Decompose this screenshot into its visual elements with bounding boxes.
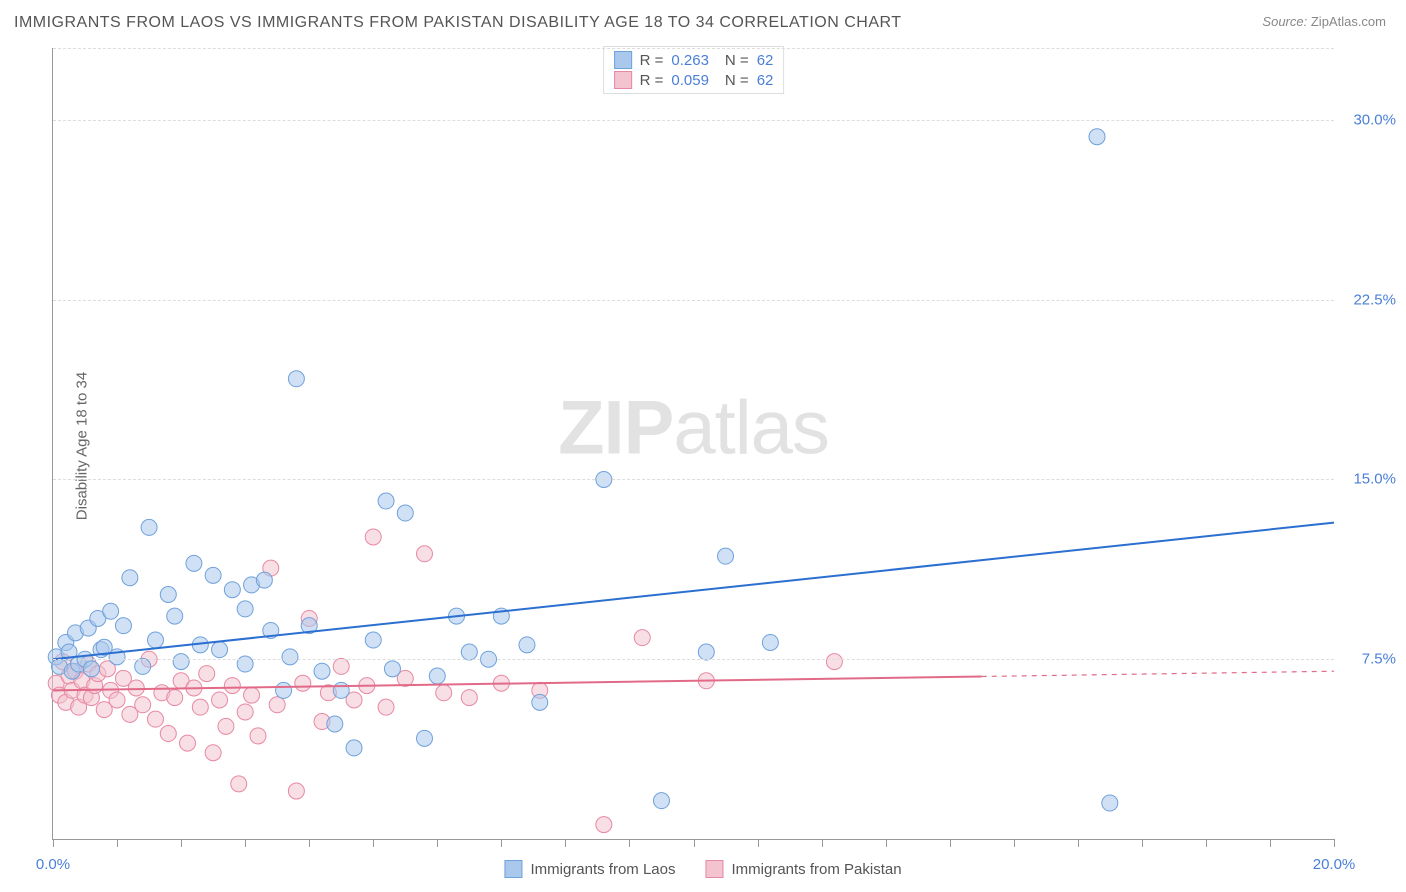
n-label: N =: [725, 72, 749, 89]
r-value-laos: 0.263: [671, 52, 709, 69]
y-tick-label: 7.5%: [1362, 651, 1396, 668]
n-label: N =: [725, 52, 749, 69]
swatch-pakistan: [614, 71, 632, 89]
legend-label-laos: Immigrants from Laos: [530, 861, 675, 878]
chart-title: IMMIGRANTS FROM LAOS VS IMMIGRANTS FROM …: [14, 14, 902, 32]
legend-item-laos: Immigrants from Laos: [504, 860, 675, 878]
r-label: R =: [640, 52, 664, 69]
y-tick-label: 30.0%: [1353, 111, 1396, 128]
legend-stats-row-pakistan: R = 0.059 N = 62: [614, 71, 774, 89]
plot-svg: [53, 48, 1334, 839]
swatch-pakistan-bottom: [706, 860, 724, 878]
legend-series: Immigrants from Laos Immigrants from Pak…: [504, 860, 901, 878]
swatch-laos-bottom: [504, 860, 522, 878]
x-tick-label: 20.0%: [1313, 856, 1356, 873]
source-name: ZipAtlas.com: [1311, 14, 1386, 29]
y-tick-label: 22.5%: [1353, 291, 1396, 308]
correlation-chart: IMMIGRANTS FROM LAOS VS IMMIGRANTS FROM …: [0, 0, 1406, 892]
legend-stats: R = 0.263 N = 62 R = 0.059 N = 62: [603, 46, 785, 94]
r-label: R =: [640, 72, 664, 89]
legend-label-pakistan: Immigrants from Pakistan: [732, 861, 902, 878]
n-value-pakistan: 62: [757, 72, 774, 89]
x-tick-label: 0.0%: [36, 856, 70, 873]
plot-area: ZIPatlas R = 0.263 N = 62 R = 0.059 N = …: [52, 48, 1334, 840]
source-attribution: Source: ZipAtlas.com: [1262, 14, 1386, 29]
n-value-laos: 62: [757, 52, 774, 69]
source-label: Source:: [1262, 14, 1307, 29]
legend-item-pakistan: Immigrants from Pakistan: [706, 860, 902, 878]
r-value-pakistan: 0.059: [671, 72, 709, 89]
swatch-laos: [614, 51, 632, 69]
y-tick-label: 15.0%: [1353, 471, 1396, 488]
legend-stats-row-laos: R = 0.263 N = 62: [614, 51, 774, 69]
